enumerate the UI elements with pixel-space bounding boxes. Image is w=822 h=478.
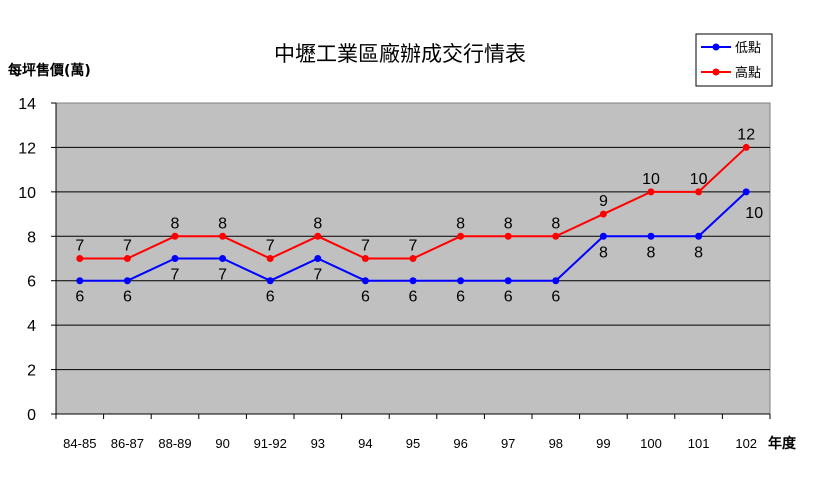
gridlines bbox=[56, 146, 770, 371]
data-point bbox=[647, 188, 655, 196]
data-label: 8 bbox=[456, 215, 465, 232]
data-label: 8 bbox=[647, 244, 656, 261]
x-tick-label: 99 bbox=[596, 436, 610, 451]
data-point bbox=[504, 232, 512, 240]
chart-title: 中壢工業區廠辦成交行情表 bbox=[274, 42, 526, 66]
x-axis: 84-85 86-87 88-89 90 91-92 93 94 95 96 97 98 99 100 1… bbox=[55, 413, 771, 451]
data-label: 10 bbox=[745, 205, 763, 222]
data-point bbox=[123, 255, 131, 262]
data-label: 7 bbox=[171, 267, 180, 284]
data-label: 6 bbox=[266, 289, 275, 306]
data-label: 6 bbox=[504, 289, 513, 306]
x-tick-label: 102 bbox=[735, 436, 757, 451]
data-point bbox=[171, 255, 179, 262]
data-point bbox=[76, 277, 84, 285]
y-tick-label: 0 bbox=[27, 407, 36, 424]
series-lines bbox=[76, 143, 750, 285]
data-point bbox=[504, 277, 512, 285]
data-point bbox=[742, 143, 750, 151]
legend-box bbox=[695, 33, 773, 87]
data-point bbox=[171, 232, 179, 240]
data-point bbox=[409, 255, 417, 262]
legend-label-high: 高點 bbox=[735, 65, 761, 81]
data-point bbox=[742, 188, 750, 196]
y-axis: 0 2 4 6 8 10 12 14 bbox=[18, 96, 57, 424]
x-tick-label: 93 bbox=[311, 436, 325, 451]
data-point bbox=[219, 255, 227, 262]
data-label: 7 bbox=[123, 238, 132, 255]
x-tick-label: 97 bbox=[501, 436, 515, 451]
data-labels: 6 6 7 7 6 7 6 6 6 6 6 8 8 8 10 7 7 8 8 7 8 7 7 8 8 8 9 10 10 12 bbox=[75, 126, 763, 305]
data-label: 6 bbox=[75, 289, 84, 306]
x-axis-label: 年度 bbox=[768, 435, 797, 452]
data-label: 8 bbox=[171, 215, 180, 232]
y-tick-label: 6 bbox=[27, 274, 36, 291]
data-label: 9 bbox=[599, 193, 608, 210]
data-label: 6 bbox=[123, 289, 132, 306]
data-point bbox=[552, 277, 560, 285]
data-label: 12 bbox=[737, 126, 755, 143]
data-point bbox=[361, 277, 369, 285]
data-label: 8 bbox=[551, 215, 560, 232]
data-label: 6 bbox=[551, 289, 560, 306]
legend: 低點 高點 bbox=[695, 33, 773, 87]
data-point bbox=[552, 232, 560, 240]
y-tick-label: 10 bbox=[18, 185, 36, 202]
data-label: 7 bbox=[313, 267, 322, 284]
data-label: 7 bbox=[409, 238, 418, 255]
data-point bbox=[314, 232, 322, 240]
y-tick-label: 8 bbox=[27, 229, 36, 246]
x-tick-label: 86-87 bbox=[111, 436, 144, 451]
y-tick-label: 2 bbox=[27, 363, 36, 380]
data-point bbox=[695, 232, 703, 240]
data-point bbox=[599, 210, 607, 218]
x-tick-label: 94 bbox=[358, 436, 372, 451]
data-point bbox=[361, 255, 369, 262]
data-label: 7 bbox=[75, 238, 84, 255]
data-point bbox=[219, 232, 227, 240]
x-tick-label: 90 bbox=[215, 436, 229, 451]
data-label: 6 bbox=[361, 289, 370, 306]
x-tick-label: 100 bbox=[640, 436, 662, 451]
data-point bbox=[457, 277, 465, 285]
x-tick-label: 98 bbox=[549, 436, 563, 451]
data-point bbox=[314, 255, 322, 262]
data-label: 10 bbox=[690, 171, 708, 188]
data-label: 10 bbox=[642, 171, 660, 188]
data-point bbox=[409, 277, 417, 285]
data-label: 8 bbox=[218, 215, 227, 232]
data-point bbox=[266, 255, 274, 262]
data-label: 8 bbox=[599, 244, 608, 261]
x-tick-label: 84-85 bbox=[63, 436, 96, 451]
data-label: 7 bbox=[361, 238, 370, 255]
y-tick-label: 4 bbox=[27, 318, 36, 335]
x-tick-label: 95 bbox=[406, 436, 420, 451]
data-label: 6 bbox=[409, 289, 418, 306]
x-tick-label: 88-89 bbox=[158, 436, 191, 451]
x-tick-label: 91-92 bbox=[254, 436, 287, 451]
data-label: 8 bbox=[694, 244, 703, 261]
data-point bbox=[266, 277, 274, 285]
y-tick-label: 12 bbox=[18, 140, 36, 157]
data-label: 7 bbox=[218, 267, 227, 284]
legend-label-low: 低點 bbox=[735, 41, 761, 56]
data-point bbox=[695, 188, 703, 196]
data-label: 8 bbox=[504, 215, 513, 232]
data-point bbox=[76, 255, 84, 262]
legend-marker-high bbox=[712, 68, 720, 76]
data-label: 8 bbox=[313, 215, 322, 232]
x-tick-label: 96 bbox=[453, 436, 467, 451]
x-tick-label: 101 bbox=[688, 436, 710, 451]
legend-marker-low bbox=[712, 43, 720, 51]
data-point bbox=[647, 232, 655, 240]
data-point bbox=[599, 232, 607, 240]
y-tick-label: 14 bbox=[18, 96, 36, 113]
data-point bbox=[123, 277, 131, 285]
data-label: 6 bbox=[456, 289, 465, 306]
data-label: 7 bbox=[266, 238, 275, 255]
data-point bbox=[457, 232, 465, 240]
y-axis-label: 每坪售價(萬) bbox=[8, 62, 91, 79]
